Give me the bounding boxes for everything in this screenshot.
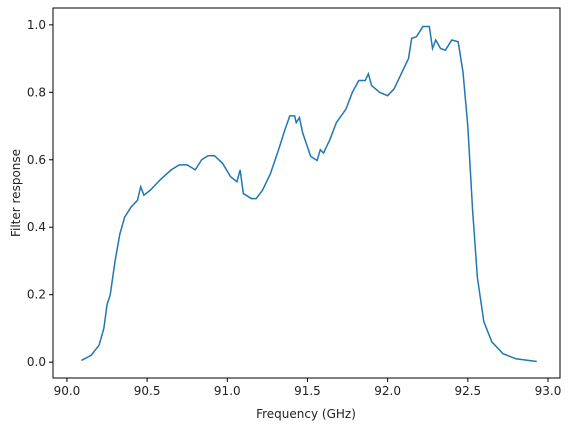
y-tick-label: 0.0 bbox=[27, 355, 46, 369]
y-axis-label: Filter response bbox=[9, 149, 23, 237]
y-tick-label: 0.2 bbox=[27, 288, 46, 302]
x-tick-label: 92.5 bbox=[454, 384, 481, 398]
y-tick-label: 0.8 bbox=[27, 85, 46, 99]
x-tick-label: 93.0 bbox=[535, 384, 562, 398]
x-tick-label: 90.0 bbox=[54, 384, 81, 398]
x-tick-label: 91.0 bbox=[214, 384, 241, 398]
y-tick-label: 1.0 bbox=[27, 18, 46, 32]
x-tick-label: 92.0 bbox=[374, 384, 401, 398]
line bbox=[81, 25, 537, 363]
plot-frame bbox=[52, 7, 561, 379]
x-axis-label: Frequency (GHz) bbox=[256, 407, 356, 421]
x-tick-label: 90.5 bbox=[134, 384, 161, 398]
y-tick-label: 0.6 bbox=[27, 153, 46, 167]
y-tick-label: 0.4 bbox=[27, 220, 46, 234]
x-tick-label: 91.5 bbox=[294, 384, 321, 398]
